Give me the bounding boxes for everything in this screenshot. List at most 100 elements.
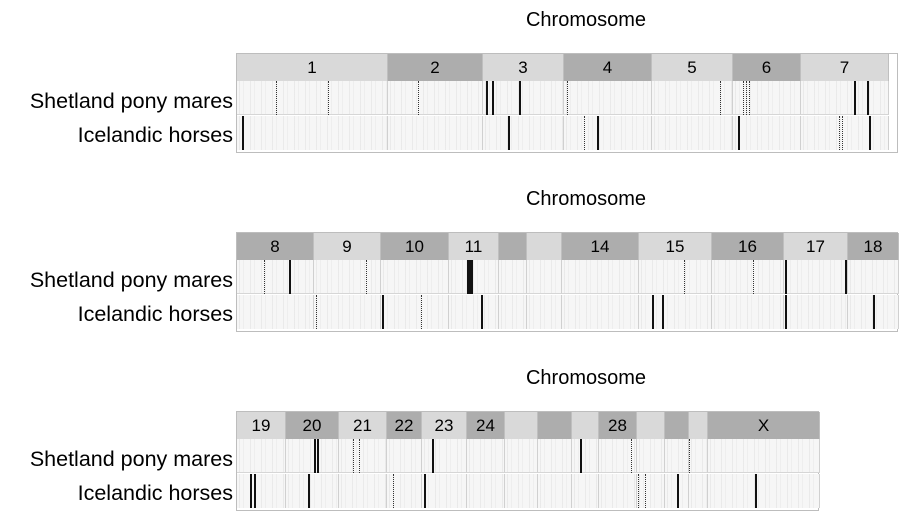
shetland-row-cell [237,439,286,473]
shetland-row-cell [538,439,572,473]
shetland-row-cell [665,439,689,473]
shetland-signal-mark [684,260,685,294]
shetland-signal-mark [359,439,360,473]
signal-background [639,295,711,329]
row-label-icelandic: Icelandic horses [77,302,233,326]
chromosome-header-2: 2 [388,54,483,81]
chromosome-header-10: 10 [381,233,449,260]
signal-background [422,439,466,472]
chromosome-header-22: 22 [387,412,422,439]
signal-background [237,116,387,150]
icelandic-signal-mark [382,295,384,329]
shetland-row-cell [572,439,599,473]
icelandic-row-cell [801,116,889,150]
shetland-signal-mark [486,81,488,115]
shetland-row-cell [637,439,665,473]
icelandic-signal-mark [254,474,256,508]
icelandic-row-cell [388,116,483,150]
shetland-signal-mark [743,81,744,115]
shetland-signal-mark [289,260,291,294]
row-label-shetland: Shetland pony mares [29,447,233,471]
icelandic-signal-mark [842,116,843,150]
signal-background [639,260,711,293]
signal-background [286,474,338,508]
signal-background [505,439,537,472]
shetland-row-cell [708,439,820,473]
icelandic-signal-mark [316,295,317,329]
shetland-signal-mark [328,81,329,115]
shetland-row-cell [784,260,848,294]
signal-background [237,295,313,329]
signal-background [237,260,313,293]
signal-background [527,260,561,293]
signal-background [708,474,819,508]
signal-background [599,474,636,508]
icelandic-row-cell [286,474,339,508]
icelandic-row-cell [339,474,387,508]
chromosome-header-unlabeled [527,233,562,260]
shetland-signal-mark [845,260,847,294]
icelandic-row-cell [381,295,449,329]
shetland-row-cell [449,260,499,294]
shetland-row-cell [733,81,801,115]
signal-background [784,295,847,329]
icelandic-signal-mark [738,116,740,150]
chromosome-header-19: 19 [237,412,286,439]
signal-background [505,474,537,508]
shetland-row-cell [388,81,483,115]
chromosome-track: 8 9 10 11 14 15 16 17 18 [236,232,899,332]
signal-background [784,260,847,293]
chromosome-header-unlabeled [665,412,689,439]
shetland-row-cell [467,439,505,473]
icelandic-row-cell [708,474,820,508]
signal-background [527,295,561,329]
icelandic-row-cell [784,295,848,329]
shetland-row-cell [599,439,637,473]
signal-background [483,81,563,114]
shetland-row-cell [564,81,652,115]
signal-background [848,260,898,293]
shetland-signal-mark [418,81,419,115]
chromosome-header-17: 17 [784,233,848,260]
icelandic-row-cell [314,295,381,329]
signal-background [237,474,285,508]
chromosome-header-unlabeled [689,412,708,439]
row-label-icelandic: Icelandic horses [77,481,233,505]
shetland-row-cell [527,260,562,294]
signal-background [381,295,448,329]
shetland-row-cell [237,81,388,115]
panel-title: Chromosome [525,9,647,31]
signal-background [708,439,819,472]
shetland-signal-mark [746,81,747,115]
signal-background [467,474,504,508]
shetland-row-cell [801,81,889,115]
chromosome-header-X: X [708,412,820,439]
shetland-row-cell [483,81,564,115]
signal-background [733,81,800,114]
shetland-row-cell [387,439,422,473]
icelandic-signal-mark [250,474,252,508]
signal-background [712,295,783,329]
shetland-signal-mark [854,81,856,115]
row-label-icelandic: Icelandic horses [77,123,233,147]
icelandic-row-cell [237,295,314,329]
signal-background [467,439,504,472]
icelandic-row-cell [467,474,505,508]
chromosome-header-20: 20 [286,412,339,439]
icelandic-row-cell [422,474,467,508]
icelandic-row-cell [237,474,286,508]
signal-background [381,260,448,293]
signal-background [286,439,338,472]
shetland-signal-mark [580,439,582,473]
icelandic-row-cell [639,295,712,329]
shetland-row-cell [339,439,387,473]
shetland-signal-mark [353,439,354,473]
icelandic-signal-mark [873,295,875,329]
shetland-signal-mark [785,260,787,294]
signal-background [388,116,482,150]
signal-background [449,295,498,329]
icelandic-signal-mark [424,474,426,508]
signal-background [237,81,387,114]
icelandic-row-cell [449,295,499,329]
shetland-signal-mark [720,81,721,115]
